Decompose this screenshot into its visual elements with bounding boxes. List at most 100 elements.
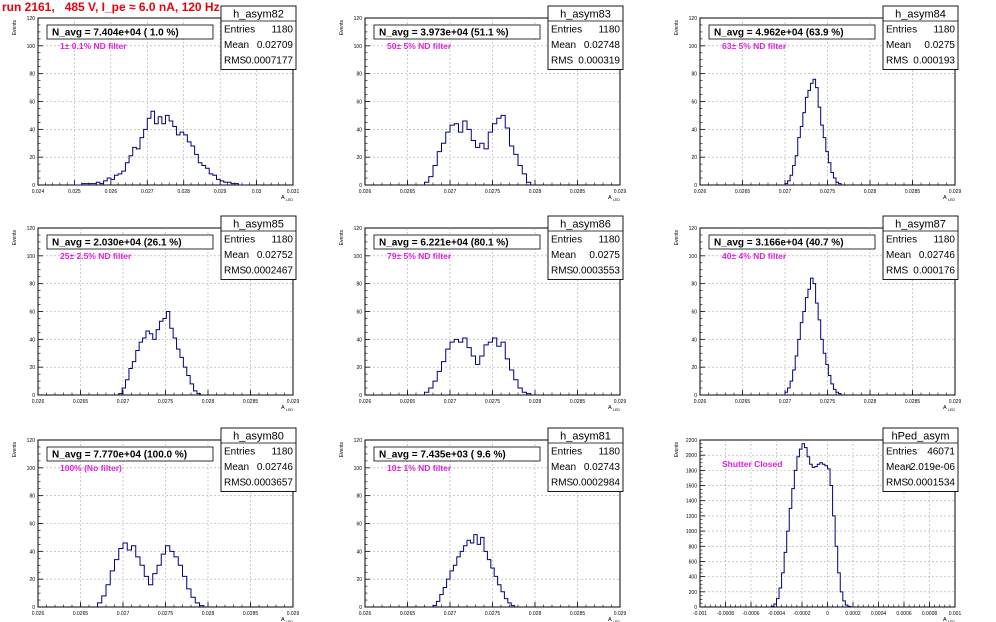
- x-tick-label: 0.0285: [905, 189, 921, 195]
- x-axis-label-subscript: LED: [286, 408, 293, 412]
- x-tick-label: 0.0265: [400, 189, 416, 195]
- stats-label: Entries: [886, 447, 917, 458]
- y-tick-label: 0: [32, 183, 35, 189]
- y-tick-label: 1600: [686, 484, 697, 490]
- histogram-name: h_asym80: [233, 431, 284, 443]
- x-tick-label: 0.026: [359, 611, 372, 617]
- y-tick-label: 80: [356, 72, 362, 78]
- x-tick-label: 0.026: [694, 189, 707, 195]
- y-axis-label: Events: [674, 230, 680, 246]
- x-axis-label-subscript: LED: [948, 198, 955, 202]
- y-tick-label: 100: [689, 44, 698, 50]
- x-axis-label: A: [943, 405, 947, 411]
- y-tick-label: 20: [691, 155, 697, 161]
- stats-value: 0.0003657: [246, 478, 294, 489]
- histogram-name: h_asym85: [233, 219, 284, 231]
- stats-value: 1180: [598, 25, 620, 36]
- n-avg-label: N_avg = 6.221e+04 (80.1 %): [379, 238, 509, 249]
- stats-value: 0.0275: [924, 40, 955, 51]
- x-axis-label: A: [281, 617, 285, 622]
- x-tick-label: 0.0275: [820, 189, 836, 195]
- histogram-line: [118, 311, 201, 395]
- stats-value: -2.019e-06: [907, 462, 956, 473]
- x-tick-label: 0.0265: [735, 399, 751, 405]
- histogram-panel: 0.026 0.0265 0.027 0.0275 0.028 0.0285 0.029 0 2…: [12, 427, 299, 622]
- x-tick-label: 0.029: [949, 399, 962, 405]
- stats-box: [547, 427, 624, 492]
- y-tick-label: 80: [691, 282, 697, 288]
- y-tick-label: 800: [689, 544, 698, 550]
- x-tick-label: 0.03: [252, 189, 262, 195]
- x-tick-label: 0.027: [779, 399, 792, 405]
- stats-box: [220, 427, 297, 492]
- n-avg-label: N_avg = 3.166e+04 (40.7 %): [714, 238, 844, 249]
- stats-value: 0.0003553: [573, 266, 621, 277]
- stats-box: [882, 427, 959, 492]
- histogram-line: [784, 277, 842, 395]
- x-axis-label: A: [608, 617, 612, 622]
- x-tick-label: 0.0275: [485, 189, 501, 195]
- x-tick-label: -0.001: [693, 611, 707, 617]
- x-tick-label: 0.026: [694, 399, 707, 405]
- stats-value: 0.02743: [584, 462, 621, 473]
- y-tick-label: 600: [689, 559, 698, 565]
- y-tick-label: 0: [359, 605, 362, 611]
- y-tick-label: 40: [356, 127, 362, 133]
- x-tick-label: 0.028: [864, 399, 877, 405]
- stats-label: RMS: [886, 478, 909, 489]
- filter-annotation: 10± 1% ND filter: [387, 463, 452, 473]
- n-avg-label: N_avg = 7.770e+04 (100.0 %): [52, 450, 187, 461]
- x-axis-label-subscript: LED: [948, 620, 955, 622]
- histogram-name: h_asym82: [233, 9, 284, 21]
- y-tick-label: 120: [689, 16, 698, 22]
- stats-value: 0.02752: [257, 250, 294, 261]
- x-tick-label: 0.029: [287, 399, 300, 405]
- filter-annotation: 25± 2.5% ND filter: [60, 251, 132, 261]
- stats-label: RMS: [551, 56, 574, 67]
- stats-value: 1180: [933, 25, 955, 36]
- stats-value: 46071: [927, 447, 955, 458]
- histogram-panel: 0.026 0.0265 0.027 0.0275 0.028 0.0285 0.029 0 2…: [339, 427, 626, 622]
- stats-value: 0.000319: [578, 56, 620, 67]
- y-tick-label: 40: [691, 127, 697, 133]
- y-axis-label: Events: [339, 442, 345, 458]
- y-tick-label: 120: [689, 226, 698, 232]
- x-tick-label: 0.0008: [922, 611, 938, 617]
- histogram-line: [97, 542, 205, 607]
- stats-value: 1180: [933, 235, 955, 246]
- stats-label: Entries: [886, 25, 917, 36]
- y-tick-label: 80: [29, 72, 35, 78]
- y-tick-label: 100: [27, 466, 36, 472]
- x-tick-label: 0.0285: [905, 399, 921, 405]
- y-tick-label: 40: [29, 549, 35, 555]
- y-tick-label: 60: [29, 310, 35, 316]
- x-tick-label: 0.0002: [845, 611, 861, 617]
- y-tick-label: 1200: [686, 514, 697, 520]
- y-tick-label: 40: [356, 337, 362, 343]
- x-axis-label-subscript: LED: [613, 620, 620, 622]
- n-avg-box: [373, 446, 541, 462]
- x-tick-label: -0.0002: [794, 611, 811, 617]
- stats-value: 0.0001534: [908, 478, 956, 489]
- histogram-line: [784, 78, 842, 185]
- y-axis-label: Events: [339, 230, 345, 246]
- histogram-line: [432, 534, 516, 607]
- stats-value: 0.000176: [913, 266, 955, 277]
- x-tick-label: 0.027: [117, 399, 130, 405]
- y-tick-label: 40: [356, 549, 362, 555]
- x-tick-label: 0.027: [444, 189, 457, 195]
- x-axis-label-subscript: LED: [286, 620, 293, 622]
- y-tick-label: 120: [354, 226, 363, 232]
- y-tick-label: 100: [27, 44, 36, 50]
- x-tick-label: 0.028: [202, 399, 215, 405]
- histogram-panel: 0.026 0.0265 0.027 0.0275 0.028 0.0285 0.029 0 2…: [339, 215, 626, 412]
- x-tick-label: 0.0275: [485, 611, 501, 617]
- x-tick-label: 0.0285: [570, 189, 586, 195]
- y-tick-label: 1400: [686, 499, 697, 505]
- stats-value: 0.02746: [257, 462, 294, 473]
- n-avg-box: [46, 446, 214, 462]
- n-avg-box: [373, 24, 541, 40]
- y-tick-label: 60: [29, 100, 35, 106]
- y-tick-label: 0: [694, 605, 697, 611]
- x-tick-label: 0.0265: [73, 611, 89, 617]
